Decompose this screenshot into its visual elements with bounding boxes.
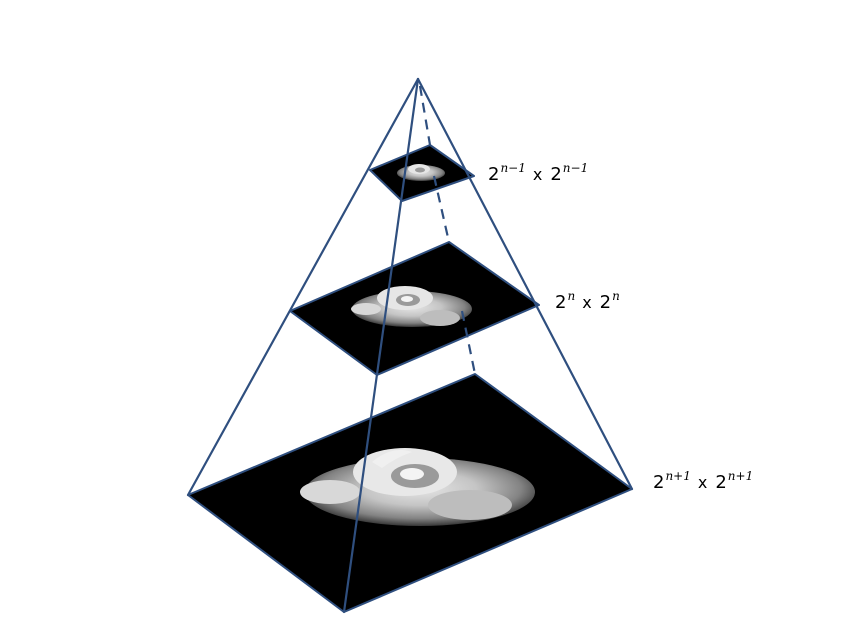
label-top-exp-2: n−1 — [562, 161, 589, 175]
label-mid-base-1: 2 — [555, 292, 567, 313]
label-bottom-times: x — [697, 473, 708, 492]
label-mid-base-2: 2 — [599, 292, 612, 313]
label-bottom-exp-2: n+1 — [727, 469, 754, 483]
level-label-top: 2n−1 x 2n−1 — [488, 162, 588, 184]
label-top-base-2: 2 — [550, 164, 562, 185]
level-label-mid: 2n x 2n — [555, 290, 620, 312]
level-label-bottom: 2n+1 x 2n+1 — [653, 470, 753, 492]
label-mid-exp-1: n — [567, 289, 576, 303]
label-bottom-base-1: 2 — [653, 472, 665, 493]
edge-back-hidden-1 — [418, 85, 432, 146]
rose-image-top — [397, 164, 445, 181]
label-top-base-1: 2 — [488, 164, 500, 185]
edge-left — [186, 77, 420, 497]
label-mid-exp-2: n — [612, 289, 620, 303]
edge-back-hidden-3 — [460, 310, 477, 375]
edge-right — [416, 77, 634, 491]
label-top-times: x — [532, 165, 543, 184]
layer-mid-outline — [289, 241, 540, 376]
label-top-exp-1: n−1 — [500, 161, 526, 175]
label-bottom-base-2: 2 — [715, 472, 727, 493]
edge-front — [342, 77, 420, 614]
edge-back-hidden-2 — [432, 175, 451, 243]
layer-top-outline — [369, 144, 475, 202]
rose-image-mid — [351, 286, 472, 327]
rose-image-bottom — [300, 448, 535, 526]
label-bottom-exp-1: n+1 — [665, 469, 691, 483]
label-mid-times: x — [582, 293, 592, 312]
